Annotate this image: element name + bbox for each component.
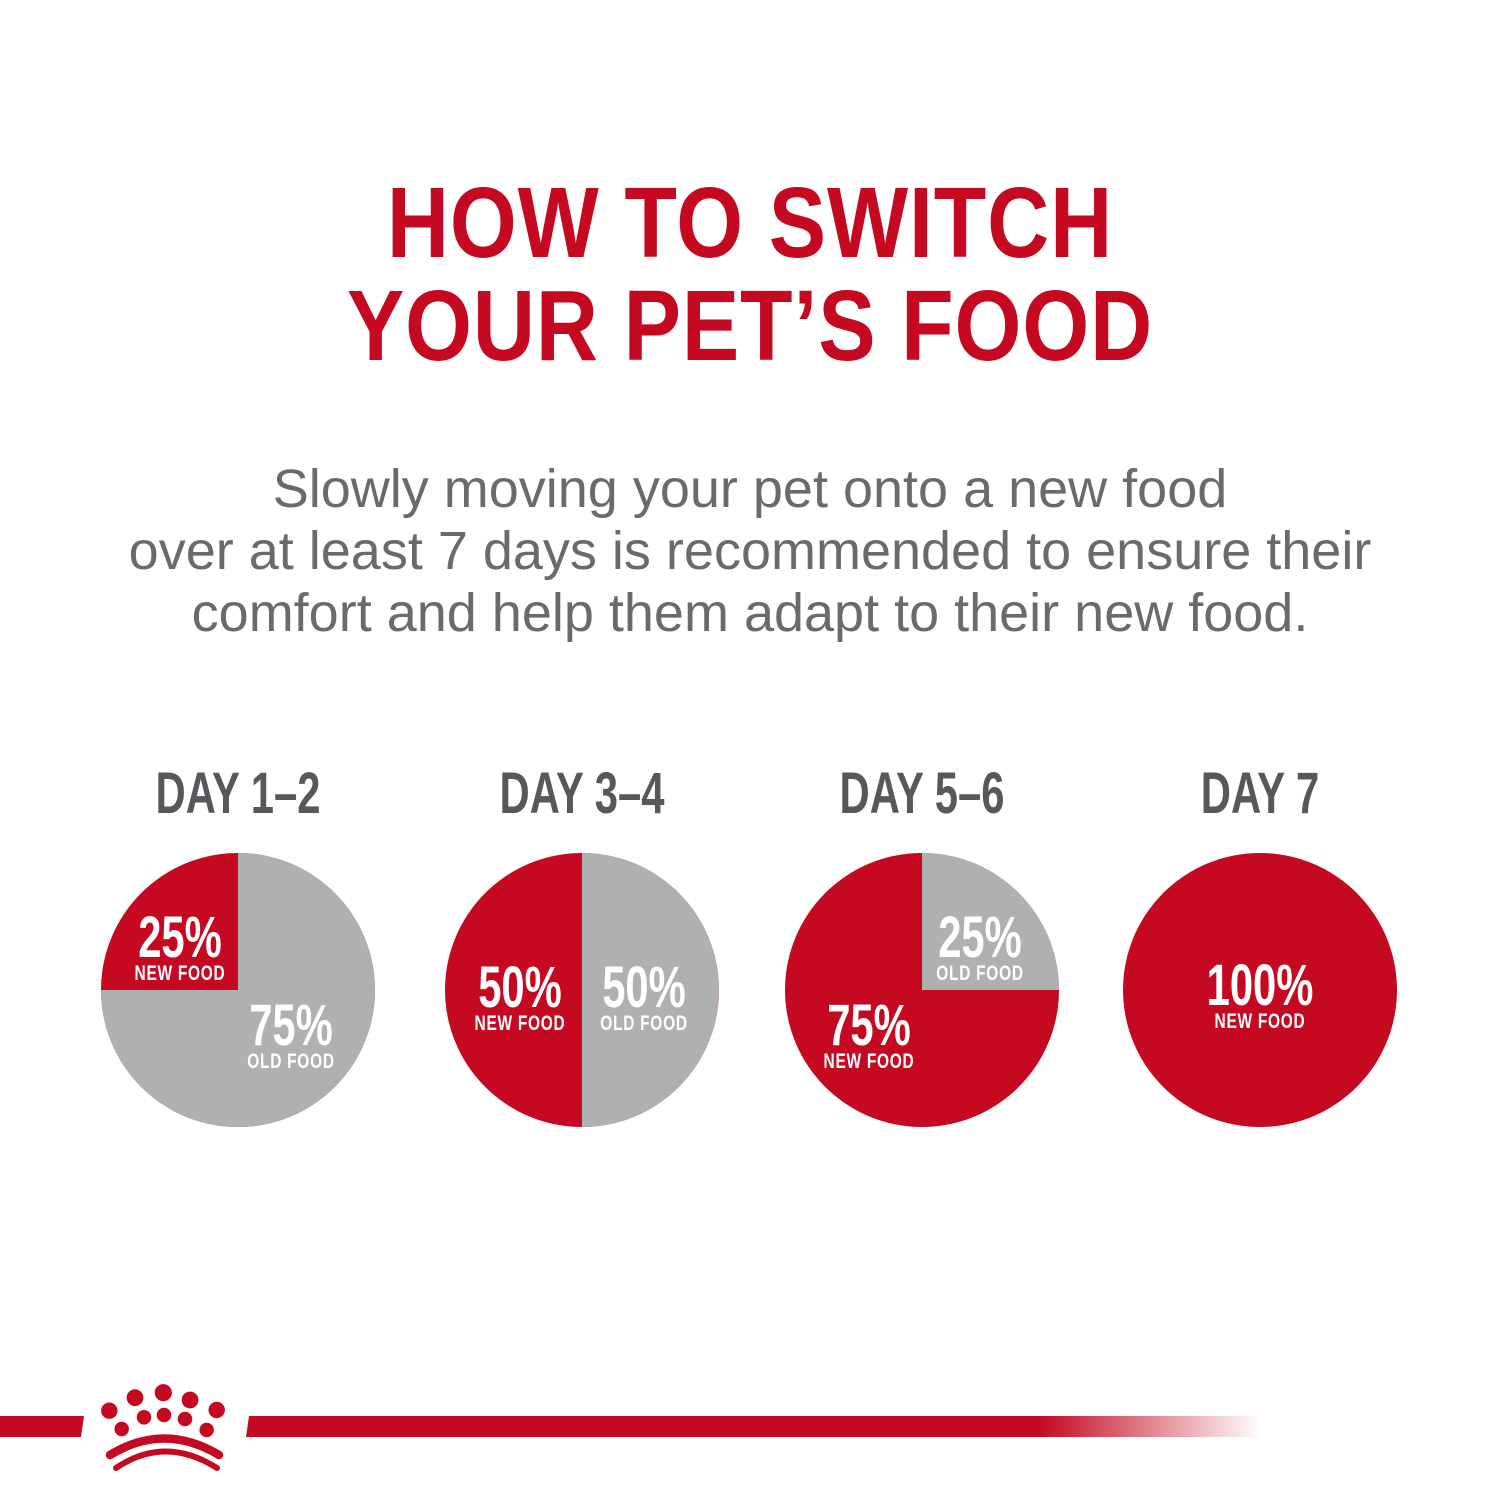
slice-label-new-food: 100% NEW FOOD (1206, 953, 1314, 1034)
pie-svg (101, 853, 375, 1127)
intro-line-1: Slowly moving your pet onto a new food (272, 459, 1228, 519)
pie-chart-day-3-4: 50% NEW FOOD 50% OLD FOOD (445, 853, 719, 1127)
slice-food-name: NEW FOOD (134, 961, 226, 985)
pie-svg (1123, 853, 1397, 1127)
slice-label-old-food: 50% OLD FOOD (600, 955, 688, 1036)
slice-food-name: NEW FOOD (474, 1011, 566, 1035)
page-title-line-1: HOW TO SWITCH (386, 167, 1114, 279)
day-column-1-2: DAY 1–2 25% NEW FOOD 75% OLD FOOD (101, 761, 375, 1127)
pie-chart-day-1-2: 25% NEW FOOD 75% OLD FOOD (101, 853, 375, 1127)
slice-percent: 25% (138, 905, 222, 970)
footer-accent-band-left (0, 1416, 84, 1437)
intro-text: Slowly moving your pet onto a new food o… (0, 458, 1500, 644)
slice-percent: 50% (478, 955, 562, 1020)
slice-percent: 25% (938, 905, 1022, 970)
slice-percent: 100% (1206, 953, 1314, 1018)
day-label: DAY 7 (1200, 761, 1320, 826)
slice-label-new-food: 50% NEW FOOD (474, 955, 566, 1036)
day-label: DAY 5–6 (839, 761, 1005, 826)
slice-food-name: NEW FOOD (1214, 1009, 1306, 1033)
slice-percent: 50% (602, 955, 686, 1020)
slice-percent: 75% (827, 993, 911, 1058)
intro-line-3: comfort and help them adapt to their new… (191, 583, 1309, 643)
day-column-5-6: DAY 5–6 25% OLD FOOD 75% NEW FOOD (785, 761, 1059, 1127)
day-column-7: DAY 7 100% NEW FOOD (1123, 761, 1397, 1127)
slice-food-name: OLD FOOD (247, 1049, 335, 1073)
day-label: DAY 3–4 (499, 761, 665, 826)
pie-svg (445, 853, 719, 1127)
footer-accent-band-right (246, 1416, 1262, 1437)
page-title: HOW TO SWITCH YOUR PET’S FOOD (105, 172, 1395, 378)
day-column-3-4: DAY 3–4 50% NEW FOOD 50% OLD FOOD (445, 761, 719, 1127)
royal-canin-crown-logo (101, 1384, 225, 1471)
pie-chart-day-5-6: 25% OLD FOOD 75% NEW FOOD (785, 853, 1059, 1127)
page-title-line-2: YOUR PET’S FOOD (346, 270, 1154, 382)
day-label: DAY 1–2 (155, 761, 321, 826)
slice-percent: 75% (249, 993, 333, 1058)
slice-label-old-food: 75% OLD FOOD (247, 993, 335, 1074)
pie-chart-day-7: 100% NEW FOOD (1123, 853, 1397, 1127)
slice-label-new-food: 75% NEW FOOD (823, 993, 915, 1074)
slice-food-name: OLD FOOD (936, 961, 1024, 985)
pie-svg (785, 853, 1059, 1127)
intro-line-2: over at least 7 days is recommended to e… (128, 521, 1372, 581)
slice-food-name: NEW FOOD (823, 1049, 915, 1073)
slice-food-name: OLD FOOD (600, 1011, 688, 1035)
slice-label-new-food: 25% NEW FOOD (134, 905, 226, 986)
slice-label-old-food: 25% OLD FOOD (936, 905, 1024, 986)
